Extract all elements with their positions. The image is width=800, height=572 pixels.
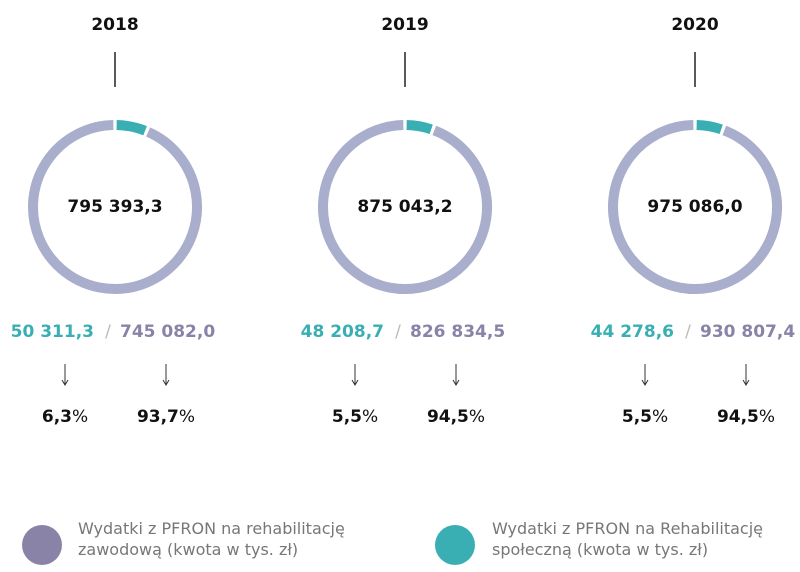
arrow-head [351, 379, 359, 386]
ring-segment [696, 120, 723, 135]
legend-label: Wydatki z PFRON na rehabilitację zawodow… [78, 519, 345, 559]
share-label: 6,3% [42, 407, 88, 427]
year-label: 2020 [671, 15, 718, 35]
legend-swatch [22, 525, 62, 565]
percent-sign: % [652, 407, 668, 427]
percent-sign: % [469, 407, 485, 427]
amount-label: 50 311,3 [11, 322, 94, 342]
total-label: 975 086,0 [647, 197, 742, 217]
total-label: 795 393,3 [67, 197, 162, 217]
share-label: 94,5% [427, 407, 485, 427]
amount-label: 745 082,0 [120, 322, 215, 342]
separator: / [395, 322, 401, 342]
share-value: 6,3 [42, 407, 72, 427]
legend-label: Wydatki z PFRON na Rehabilitację społecz… [492, 519, 764, 559]
legend-swatch [435, 525, 475, 565]
percent-sign: % [362, 407, 378, 427]
ring-segment [116, 120, 147, 136]
year-label: 2018 [91, 15, 138, 35]
share-label: 94,5% [717, 407, 775, 427]
share-value: 5,5 [332, 407, 362, 427]
share-label: 93,7% [137, 407, 195, 427]
percent-sign: % [759, 407, 775, 427]
share-value: 93,7 [137, 407, 179, 427]
ring-segment [28, 120, 202, 294]
share-value: 94,5 [717, 407, 759, 427]
share-label: 5,5% [622, 407, 668, 427]
amount-label: 930 807,4 [700, 322, 795, 342]
arrow-head [742, 379, 750, 386]
arrow-head [61, 379, 69, 386]
ring-segment [608, 120, 782, 294]
separator: / [685, 322, 691, 342]
arrow-head [162, 379, 170, 386]
ring-segment [406, 120, 433, 135]
share-value: 94,5 [427, 407, 469, 427]
year-label: 2019 [381, 15, 428, 35]
amount-label: 826 834,5 [410, 322, 505, 342]
arrow-head [452, 379, 460, 386]
amount-label: 48 208,7 [301, 322, 384, 342]
amount-label: 44 278,6 [591, 322, 674, 342]
total-label: 875 043,2 [357, 197, 452, 217]
share-value: 5,5 [622, 407, 652, 427]
arrow-head [641, 379, 649, 386]
percent-sign: % [72, 407, 88, 427]
share-label: 5,5% [332, 407, 378, 427]
separator: / [105, 322, 111, 342]
ring-segment [318, 120, 492, 294]
percent-sign: % [179, 407, 195, 427]
